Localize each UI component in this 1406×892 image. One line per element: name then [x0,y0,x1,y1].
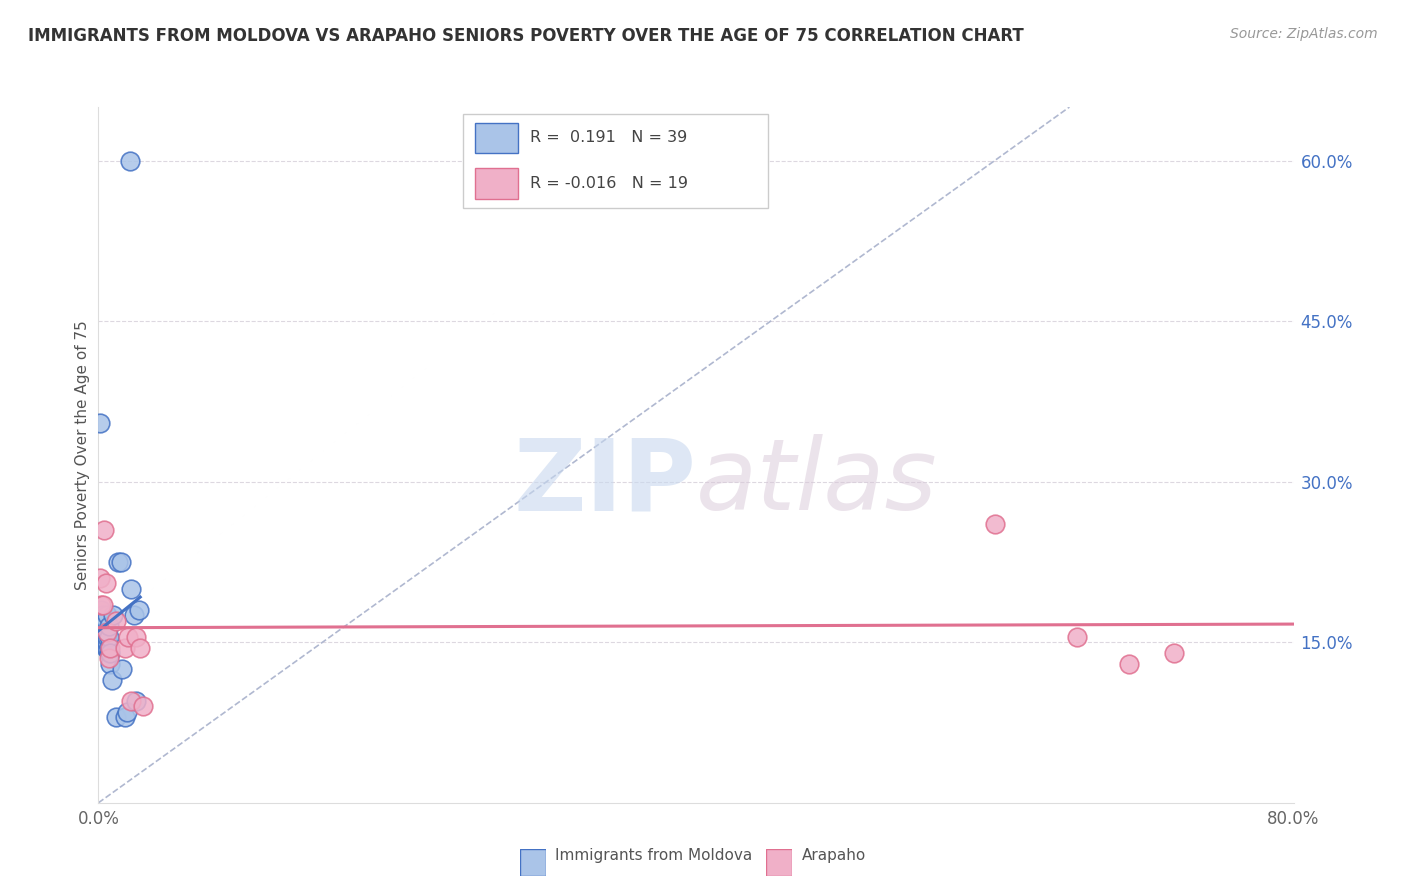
Point [97,651,120,665]
Point [100,640,122,655]
Point [96,608,118,623]
Point [107,555,129,569]
Point [114,640,136,655]
Text: Source: ZipAtlas.com: Source: ZipAtlas.com [1230,27,1378,41]
Point [89,416,111,430]
Point [1163,646,1185,660]
Y-axis label: Seniors Poverty Over the Age of 75: Seniors Poverty Over the Age of 75 [75,320,90,590]
Point [90,598,112,612]
Point [93,614,115,628]
Text: ZIP: ZIP [513,434,696,532]
Point [94,635,117,649]
Point [94,630,117,644]
Point [105,710,128,724]
Text: Arapaho: Arapaho [801,848,866,863]
Point [115,705,138,719]
Point [93,630,115,644]
Point [94,640,117,655]
Point [97,630,120,644]
Point [105,614,128,628]
Point [90,603,112,617]
Point [93,523,115,537]
Point [1066,630,1088,644]
Point [93,619,115,633]
Point [94,576,117,591]
Text: atlas: atlas [696,434,938,532]
Point [110,555,132,569]
Point [96,640,118,655]
Point [93,624,115,639]
Point [96,630,118,644]
Point [91,619,114,633]
Point [117,630,139,644]
Point [89,571,111,585]
Point [97,640,120,655]
Point [100,657,122,671]
Point [96,624,118,639]
Point [114,710,136,724]
Text: IMMIGRANTS FROM MOLDOVA VS ARAPAHO SENIORS POVERTY OVER THE AGE OF 75 CORRELATIO: IMMIGRANTS FROM MOLDOVA VS ARAPAHO SENIO… [28,27,1024,45]
Point [101,673,124,687]
Point [94,614,117,628]
Point [1118,657,1140,671]
Point [100,646,122,660]
Point [120,582,142,596]
Point [91,608,114,623]
Point [128,603,150,617]
Point [125,694,148,708]
Point [96,635,118,649]
Point [124,608,146,623]
Point [97,619,120,633]
Point [111,662,134,676]
Point [90,608,112,623]
Point [103,608,125,623]
Point [125,630,148,644]
Point [132,699,155,714]
Text: Immigrants from Moldova: Immigrants from Moldova [555,848,752,863]
Point [984,517,1007,532]
Point [96,624,118,639]
Point [94,624,117,639]
Point [120,694,142,708]
Point [129,640,152,655]
Point [118,153,141,168]
Point [91,598,114,612]
Point [97,646,120,660]
Point [91,614,114,628]
